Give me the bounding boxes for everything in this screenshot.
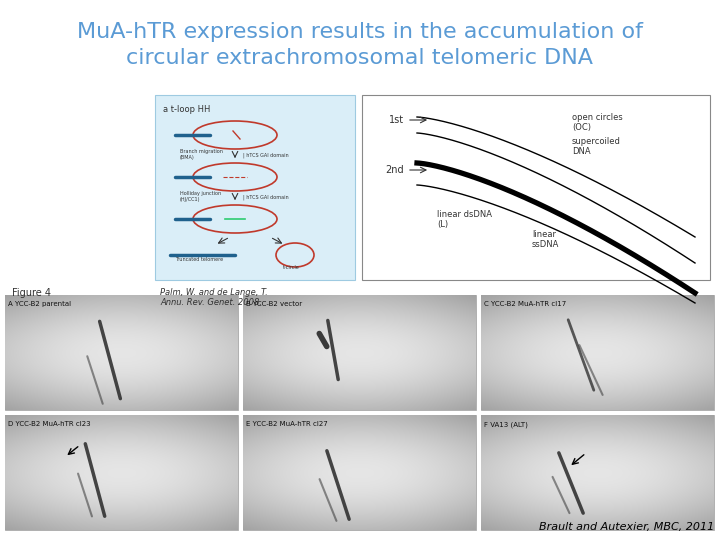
Text: Palm, W. and de Lange, T.
Annu. Rev. Genet. 2008.: Palm, W. and de Lange, T. Annu. Rev. Gen… bbox=[160, 288, 268, 307]
FancyBboxPatch shape bbox=[155, 95, 355, 280]
Text: supercoiled
DNA: supercoiled DNA bbox=[572, 137, 621, 157]
FancyBboxPatch shape bbox=[243, 295, 476, 410]
FancyBboxPatch shape bbox=[481, 415, 714, 530]
Text: 1st: 1st bbox=[389, 115, 404, 125]
Text: linear
ssDNA: linear ssDNA bbox=[532, 230, 559, 249]
Text: Holliday junction
(HJ/CC1): Holliday junction (HJ/CC1) bbox=[180, 191, 221, 202]
Text: F VA13 (ALT): F VA13 (ALT) bbox=[484, 421, 528, 428]
Text: Truncated telomere: Truncated telomere bbox=[175, 257, 223, 262]
FancyBboxPatch shape bbox=[5, 295, 238, 410]
Text: Figure 4: Figure 4 bbox=[12, 288, 51, 298]
Text: | hTCS GAl domain: | hTCS GAl domain bbox=[243, 152, 289, 158]
Text: linear dsDNA
(L): linear dsDNA (L) bbox=[437, 210, 492, 230]
Text: circular extrachromosomal telomeric DNA: circular extrachromosomal telomeric DNA bbox=[127, 48, 593, 68]
FancyBboxPatch shape bbox=[362, 95, 710, 280]
FancyBboxPatch shape bbox=[5, 415, 238, 530]
Text: E YCC-B2 MuA-hTR cl27: E YCC-B2 MuA-hTR cl27 bbox=[246, 421, 328, 427]
FancyBboxPatch shape bbox=[481, 295, 714, 410]
Text: | hTCS GAl domain: | hTCS GAl domain bbox=[243, 194, 289, 200]
Text: A YCC-B2 parental: A YCC-B2 parental bbox=[8, 301, 71, 307]
Text: Branch migration
(BMA): Branch migration (BMA) bbox=[180, 149, 223, 160]
Text: a t-loop HH: a t-loop HH bbox=[163, 105, 210, 114]
Text: t-circle: t-circle bbox=[283, 265, 300, 270]
Text: C YCC-B2 MuA-hTR cl17: C YCC-B2 MuA-hTR cl17 bbox=[484, 301, 566, 307]
Text: Brault and Autexier, MBC, 2011: Brault and Autexier, MBC, 2011 bbox=[539, 522, 714, 532]
Text: 2nd: 2nd bbox=[385, 165, 404, 175]
FancyBboxPatch shape bbox=[243, 415, 476, 530]
Text: MuA-hTR expression results in the accumulation of: MuA-hTR expression results in the accumu… bbox=[77, 22, 643, 42]
Text: B YCC-B2 vector: B YCC-B2 vector bbox=[246, 301, 302, 307]
Text: open circles
(OC): open circles (OC) bbox=[572, 113, 623, 132]
Text: D YCC-B2 MuA-hTR cl23: D YCC-B2 MuA-hTR cl23 bbox=[8, 421, 91, 427]
